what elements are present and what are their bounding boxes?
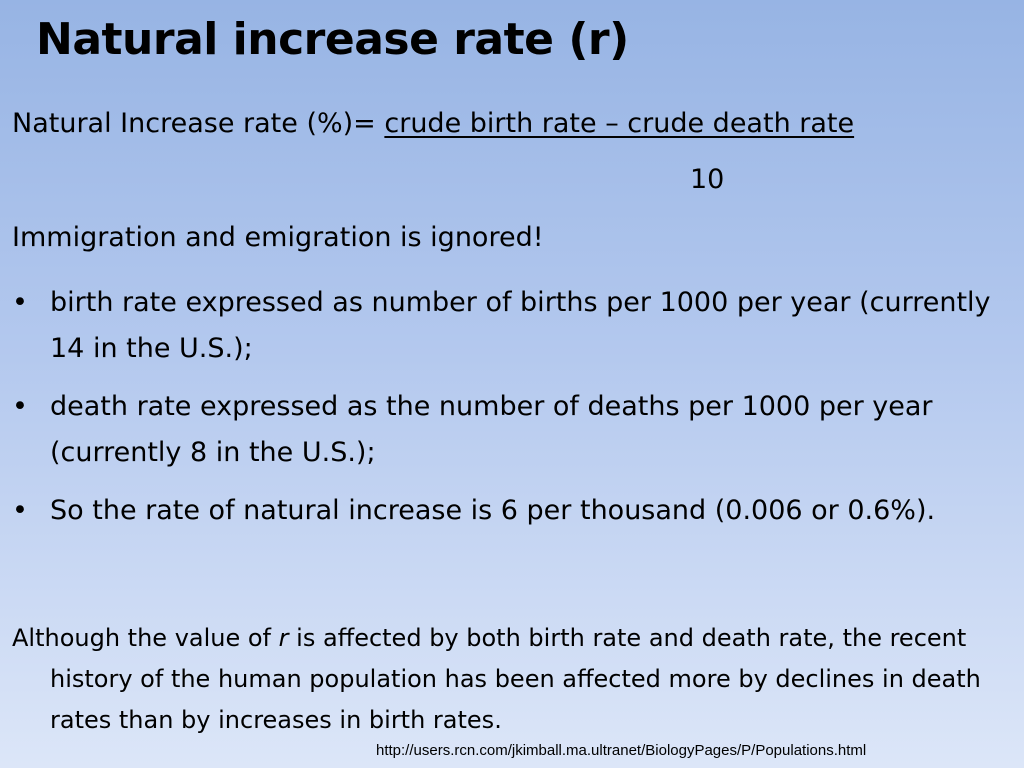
source-url: http://users.rcn.com/jkimball.ma.ultrane… xyxy=(376,742,867,759)
bullet-marker: • xyxy=(12,287,28,318)
bullet-text: birth rate expressed as number of births… xyxy=(50,287,991,364)
bullet-text: So the rate of natural increase is 6 per… xyxy=(50,495,936,526)
bullet-item: • birth rate expressed as number of birt… xyxy=(12,280,1012,372)
formula-numerator: crude birth rate – crude death rate xyxy=(384,108,855,139)
summary-paragraph: Although the value of r is affected by b… xyxy=(12,618,1012,741)
paragraph-start: Although the value of xyxy=(12,624,279,652)
r-variable: r xyxy=(278,624,289,652)
formula-lhs: Natural Increase rate (%)= xyxy=(12,108,385,139)
note-text: Immigration and emigration is ignored! xyxy=(12,222,544,253)
paragraph-end: is affected by both birth rate and death… xyxy=(50,624,981,734)
bullet-list: • birth rate expressed as number of birt… xyxy=(12,280,1012,546)
slide-title: Natural increase rate (r) xyxy=(36,14,629,65)
bullet-item: • death rate expressed as the number of … xyxy=(12,384,1012,476)
bullet-item: • So the rate of natural increase is 6 p… xyxy=(12,488,1012,534)
formula-line: Natural Increase rate (%)= crude birth r… xyxy=(12,108,854,139)
formula-denominator: 10 xyxy=(690,164,725,195)
bullet-marker: • xyxy=(12,495,28,526)
bullet-marker: • xyxy=(12,391,28,422)
bullet-text: death rate expressed as the number of de… xyxy=(50,391,933,468)
